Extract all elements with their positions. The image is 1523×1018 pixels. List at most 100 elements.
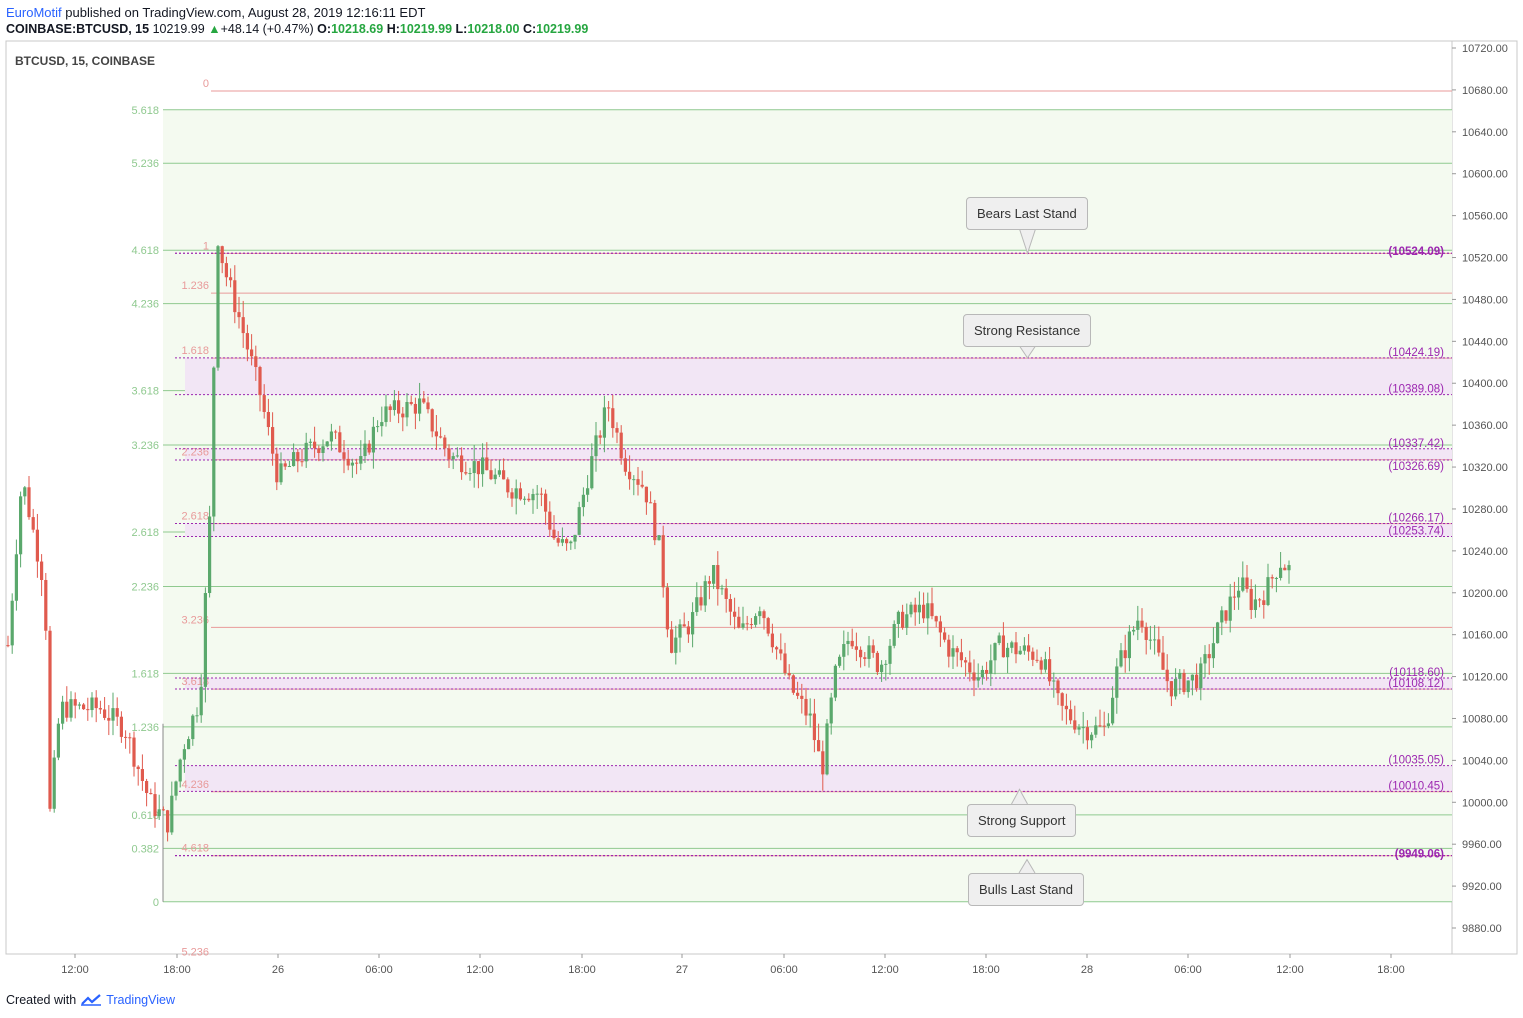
candle-body xyxy=(1022,645,1026,651)
candle-body xyxy=(1018,650,1022,655)
candle-body xyxy=(573,534,577,542)
candle-body xyxy=(1027,645,1031,652)
candle-body xyxy=(909,604,913,615)
y-tick-label: 10320.00 xyxy=(1462,462,1508,474)
candle-body xyxy=(510,492,514,499)
candle-body xyxy=(1220,610,1224,623)
candle-body xyxy=(1106,723,1110,726)
up-triangle-icon: ▲ xyxy=(208,22,221,36)
candle-body xyxy=(749,624,753,626)
y-tick-label: 10520.00 xyxy=(1462,253,1508,265)
candle-body xyxy=(632,479,636,481)
candle-body xyxy=(338,432,342,453)
candle-body xyxy=(422,398,426,403)
candle-body xyxy=(863,657,867,659)
candle-body xyxy=(325,441,329,447)
callout-pointer xyxy=(1019,228,1036,255)
candle-body xyxy=(426,402,430,410)
candle-body xyxy=(674,637,678,653)
candle-body xyxy=(1211,643,1215,659)
created-with-text: Created with xyxy=(6,993,77,1007)
candle-body xyxy=(308,441,312,443)
price-level-label: (10389.08) xyxy=(1388,384,1444,396)
candle-body xyxy=(670,629,674,653)
candle-body xyxy=(208,516,212,594)
candle-body xyxy=(31,517,35,530)
candle-body xyxy=(531,494,535,501)
price-level-label: (10253.74) xyxy=(1388,525,1444,537)
candle-body xyxy=(1132,629,1136,632)
x-tick-label: 18:00 xyxy=(568,964,596,976)
candle-body xyxy=(27,487,31,518)
annotation-callout[interactable]: Bulls Last Stand xyxy=(968,873,1084,906)
candle-body xyxy=(262,395,266,413)
y-tick-label: 10480.00 xyxy=(1462,294,1508,306)
candle-body xyxy=(754,616,758,625)
candle-body xyxy=(812,713,816,741)
candle-body xyxy=(854,646,858,650)
annotation-callout[interactable]: Strong Support xyxy=(967,804,1077,837)
y-tick-label: 10000.00 xyxy=(1462,797,1508,809)
candle-body xyxy=(380,422,384,427)
candle-body xyxy=(220,246,224,264)
x-tick-label: 06:00 xyxy=(365,964,393,976)
candle-body xyxy=(888,645,892,664)
candle-body xyxy=(1060,693,1064,706)
x-tick-label: 18:00 xyxy=(1377,964,1405,976)
y-tick-label: 9960.00 xyxy=(1462,839,1502,851)
candle-body xyxy=(943,632,947,640)
candle-body xyxy=(901,611,905,628)
candle-body xyxy=(1249,588,1253,610)
x-tick-label: 18:00 xyxy=(163,964,191,976)
candle-body xyxy=(275,453,279,483)
price-level-label: (9949.06) xyxy=(1395,849,1444,861)
candle-body xyxy=(388,406,392,411)
candle-body xyxy=(371,426,375,453)
candle-body xyxy=(1195,674,1199,689)
y-tick-label: 10160.00 xyxy=(1462,630,1508,642)
candle-body xyxy=(451,456,455,460)
candle-body xyxy=(367,443,371,453)
candle-body xyxy=(430,409,434,432)
annotation-callout[interactable]: Bears Last Stand xyxy=(966,197,1088,230)
candle-body xyxy=(14,554,18,601)
candle-body xyxy=(628,471,632,480)
candle-body xyxy=(304,442,308,462)
candle-body xyxy=(653,502,657,541)
candle-body xyxy=(682,624,686,627)
candle-body xyxy=(640,484,644,487)
candle-body xyxy=(649,502,653,504)
fib-red-label: 5.236 xyxy=(181,946,209,958)
tradingview-link[interactable]: TradingView xyxy=(106,993,175,1007)
x-tick-label: 18:00 xyxy=(972,964,1000,976)
candle-body xyxy=(161,809,165,811)
author-link[interactable]: EuroMotif xyxy=(6,5,62,20)
candle-body xyxy=(103,709,107,718)
candle-body xyxy=(1153,639,1157,641)
candle-body xyxy=(766,618,770,634)
fib-green-label: 5.618 xyxy=(131,105,159,117)
y-tick-label: 10680.00 xyxy=(1462,85,1508,97)
candle-body xyxy=(1182,672,1186,693)
candle-body xyxy=(1119,650,1123,667)
candle-body xyxy=(569,541,573,544)
candle-body xyxy=(686,626,690,635)
symbol-interval: COINBASE:BTCUSD, 15 xyxy=(6,22,150,36)
y-tick-label: 10440.00 xyxy=(1462,336,1508,348)
candle-body xyxy=(1174,678,1178,697)
price-level-label: (10035.05) xyxy=(1388,755,1444,767)
candle-body xyxy=(707,581,711,584)
open-label: O: xyxy=(317,22,332,36)
candle-body xyxy=(434,431,438,437)
high-label: H: xyxy=(386,22,400,36)
candle-body xyxy=(1287,565,1291,571)
candle-body xyxy=(313,441,317,449)
price-level-label: (10337.42) xyxy=(1388,438,1444,450)
close-value: 10219.99 xyxy=(536,22,589,36)
candle-body xyxy=(514,488,518,499)
annotation-callout[interactable]: Strong Resistance xyxy=(963,314,1092,347)
price-level-label: (10424.19) xyxy=(1388,347,1444,359)
price-level-label: (10108.12) xyxy=(1388,678,1444,690)
y-tick-label: 10280.00 xyxy=(1462,504,1508,516)
